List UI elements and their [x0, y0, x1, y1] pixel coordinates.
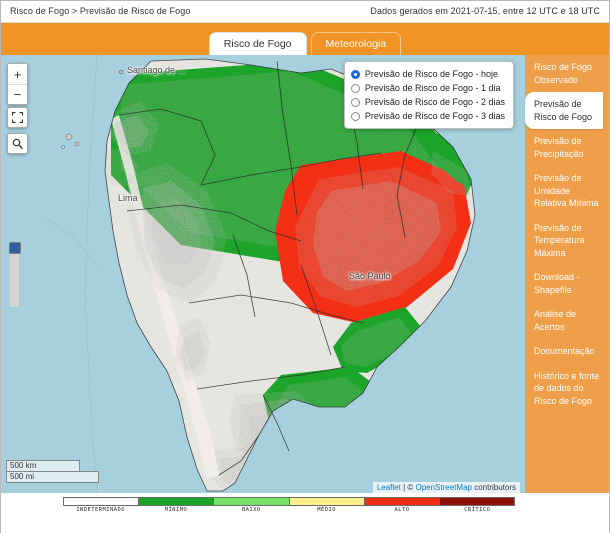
scale-bar-km: 500 km	[6, 460, 80, 471]
attribution-separator: | ©	[400, 483, 416, 492]
legend-swatches	[63, 497, 515, 506]
radio-3dias-icon[interactable]	[350, 111, 360, 121]
legend-swatch-minimo	[138, 498, 214, 505]
layer-option-1dia[interactable]: Previsão de Risco de Fogo - 1 dia	[350, 81, 505, 95]
sidebar-left-strip	[520, 55, 525, 493]
legend-label-minimo: MÍNIMO	[164, 507, 188, 513]
legend-labels: INDETERMINADO MÍNIMO BAIXO MÉDIO ALTO CR…	[63, 507, 515, 513]
radio-2dias-icon[interactable]	[350, 97, 360, 107]
fullscreen-button[interactable]	[7, 107, 28, 128]
sidebar-item-documentacao[interactable]: Documentação	[525, 339, 609, 364]
tab-risco-de-fogo[interactable]: Risco de Fogo	[208, 32, 307, 55]
sidebar-item-temperatura-maxima-label: Previsão de Temperatura Máxima	[534, 222, 585, 258]
map-container[interactable]: Santiago de ... Lima São Paulo + −	[1, 55, 520, 493]
leaflet-link[interactable]: Leaflet	[376, 483, 401, 492]
legend-label-baixo: BAIXO	[241, 507, 261, 513]
layer-option-2dias[interactable]: Previsão de Risco de Fogo - 2 dias	[350, 95, 505, 109]
breadcrumb: Risco de Fogo > Previsão de Risco de Fog…	[10, 6, 191, 16]
sidebar-item-risco-observado[interactable]: Risco de Fogo Observado	[525, 55, 609, 92]
scale-bar-mi: 500 mi	[6, 471, 99, 483]
sidebar-item-documentacao-label: Documentação	[534, 346, 595, 356]
scale-bar: 500 km 500 mi	[6, 460, 99, 483]
right-sidebar: Risco de Fogo Observado Previsão de Risc…	[520, 55, 609, 493]
tab-meteorologia-label: Meteorologia	[325, 38, 387, 50]
search-icon	[12, 138, 23, 149]
sidebar-item-previsao-precipitacao-label: Previsão de Precipitação	[534, 136, 584, 159]
legend-label-indeterminado: INDETERMINADO	[76, 507, 126, 513]
legend-swatch-critico	[438, 498, 515, 505]
layer-selector-panel: Previsão de Risco de Fogo - hoje Previsã…	[343, 61, 514, 129]
radio-hoje-icon[interactable]	[350, 69, 360, 79]
sidebar-item-previsao-risco-fogo-label: Previsão de Risco de Fogo	[534, 99, 593, 122]
map-search-button[interactable]	[7, 133, 28, 154]
sidebar-item-previsao-risco-fogo[interactable]: Previsão de Risco de Fogo	[525, 92, 603, 129]
legend-label-alto: ALTO	[394, 507, 410, 513]
sidebar-item-historico-fonte-dados[interactable]: Histórico e fonte de dados do Risco de F…	[525, 364, 609, 414]
layer-option-hoje[interactable]: Previsão de Risco de Fogo - hoje	[350, 67, 505, 81]
sidebar-item-download-shapefile[interactable]: Download - Shapefile	[525, 265, 609, 302]
sidebar-item-risco-observado-label: Risco de Fogo Observado	[534, 62, 593, 85]
openstreetmap-link[interactable]: OpenStreetMap	[415, 483, 472, 492]
map-attribution: Leaflet | © OpenStreetMap contributors	[372, 482, 520, 493]
legend-bar: INDETERMINADO MÍNIMO BAIXO MÉDIO ALTO CR…	[1, 493, 609, 533]
layer-option-hoje-label: Previsão de Risco de Fogo - hoje	[364, 69, 498, 79]
legend-swatch-baixo	[213, 498, 289, 505]
tab-meteorologia[interactable]: Meteorologia	[310, 32, 402, 55]
sidebar-item-analise-acertos[interactable]: Análise de Acertos	[525, 302, 609, 339]
sidebar-item-temperatura-maxima[interactable]: Previsão de Temperatura Máxima	[525, 216, 609, 266]
tab-bar: Risco de Fogo Meteorologia	[1, 23, 609, 55]
sidebar-item-analise-acertos-label: Análise de Acertos	[534, 309, 577, 332]
data-generated-info: Dados gerados em 2021-07-15, entre 12 UT…	[370, 6, 600, 16]
attribution-tail: contributors	[471, 483, 516, 492]
zoom-control[interactable]: + −	[7, 63, 28, 105]
legend-inner: INDETERMINADO MÍNIMO BAIXO MÉDIO ALTO CR…	[63, 497, 515, 513]
sidebar-item-umidade-relativa-minima-label: Previsão de Umidade Relativa Mínima	[534, 173, 599, 208]
radio-1dia-icon[interactable]	[350, 83, 360, 93]
sidebar-item-download-shapefile-label: Download - Shapefile	[534, 272, 580, 295]
layer-opacity-slider-handle[interactable]	[8, 242, 21, 254]
layer-option-1dia-label: Previsão de Risco de Fogo - 1 dia	[364, 83, 501, 93]
layer-option-3dias-label: Previsão de Risco de Fogo - 3 dias	[364, 111, 505, 121]
legend-label-critico: CRÍTICO	[464, 507, 491, 513]
city-marker-santiago	[119, 70, 123, 74]
legend-swatch-indeterminado	[64, 498, 139, 505]
layer-option-3dias[interactable]: Previsão de Risco de Fogo - 3 dias	[350, 109, 505, 123]
top-header-bar: Risco de Fogo > Previsão de Risco de Fog…	[1, 1, 609, 23]
layer-opacity-slider[interactable]	[8, 242, 21, 307]
legend-swatch-alto	[363, 498, 439, 505]
fullscreen-icon	[12, 112, 23, 123]
layer-option-2dias-label: Previsão de Risco de Fogo - 2 dias	[364, 97, 505, 107]
legend-swatch-medio	[288, 498, 364, 505]
legend-label-medio: MÉDIO	[317, 507, 337, 513]
sidebar-item-umidade-relativa-minima[interactable]: Previsão de Umidade Relativa Mínima	[525, 166, 609, 216]
zoom-out-button[interactable]: −	[8, 84, 27, 104]
sidebar-item-historico-fonte-dados-label: Histórico e fonte de dados do Risco de F…	[534, 370, 600, 406]
sidebar-item-previsao-precipitacao[interactable]: Previsão de Precipitação	[525, 129, 609, 166]
tab-risco-de-fogo-label: Risco de Fogo	[223, 38, 292, 50]
zoom-in-button[interactable]: +	[8, 64, 27, 84]
